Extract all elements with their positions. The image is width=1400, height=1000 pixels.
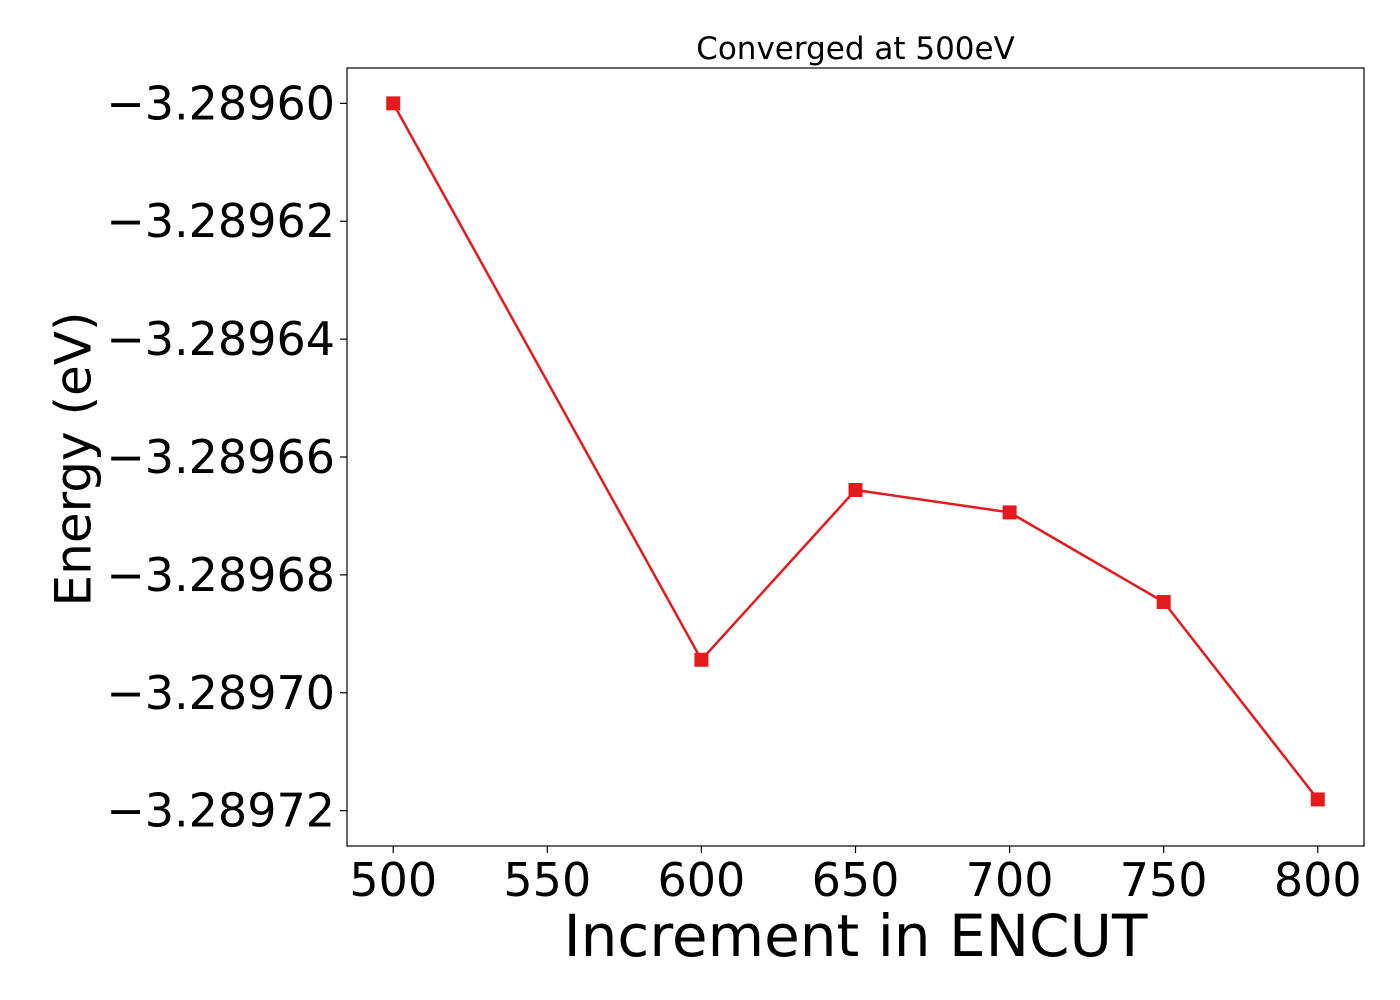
plot-marks xyxy=(386,96,1325,807)
x-tick-label: 500 xyxy=(349,853,437,907)
data-point-marker xyxy=(386,96,401,111)
y-tick-label: −3.28960 xyxy=(106,76,335,130)
series-line xyxy=(392,102,1319,801)
y-axis-label: Energy (eV) xyxy=(45,312,103,607)
x-tick-label: 650 xyxy=(812,853,900,907)
y-tick-label: −3.28972 xyxy=(106,784,335,838)
x-axis-label: Increment in ENCUT xyxy=(564,902,1148,970)
x-tick-label: 700 xyxy=(966,853,1054,907)
y-tick-label: −3.28964 xyxy=(106,312,335,366)
data-point-marker xyxy=(694,652,709,667)
y-tick-label: −3.28962 xyxy=(106,194,335,248)
y-tick-label: −3.28970 xyxy=(106,666,335,720)
x-tick-label: 550 xyxy=(503,853,591,907)
y-tick-label: −3.28966 xyxy=(106,430,335,484)
data-point-marker xyxy=(1156,594,1171,609)
data-point-marker xyxy=(1310,792,1325,807)
data-point-marker xyxy=(848,483,863,498)
x-tick-label: 600 xyxy=(658,853,746,907)
data-point-marker xyxy=(1002,505,1017,520)
y-tick-label: −3.28968 xyxy=(106,548,335,602)
x-tick-label: 800 xyxy=(1274,853,1362,907)
plot-area-frame xyxy=(346,67,1365,847)
chart-title: Converged at 500eV xyxy=(696,31,1015,67)
y-axis-ticks: −3.28960 −3.28962 −3.28964 −3.28966 −3.28968… xyxy=(106,76,347,838)
x-axis-ticks: 500 550 600 650 700 750 800 xyxy=(349,846,1362,907)
x-tick-label: 750 xyxy=(1120,853,1208,907)
